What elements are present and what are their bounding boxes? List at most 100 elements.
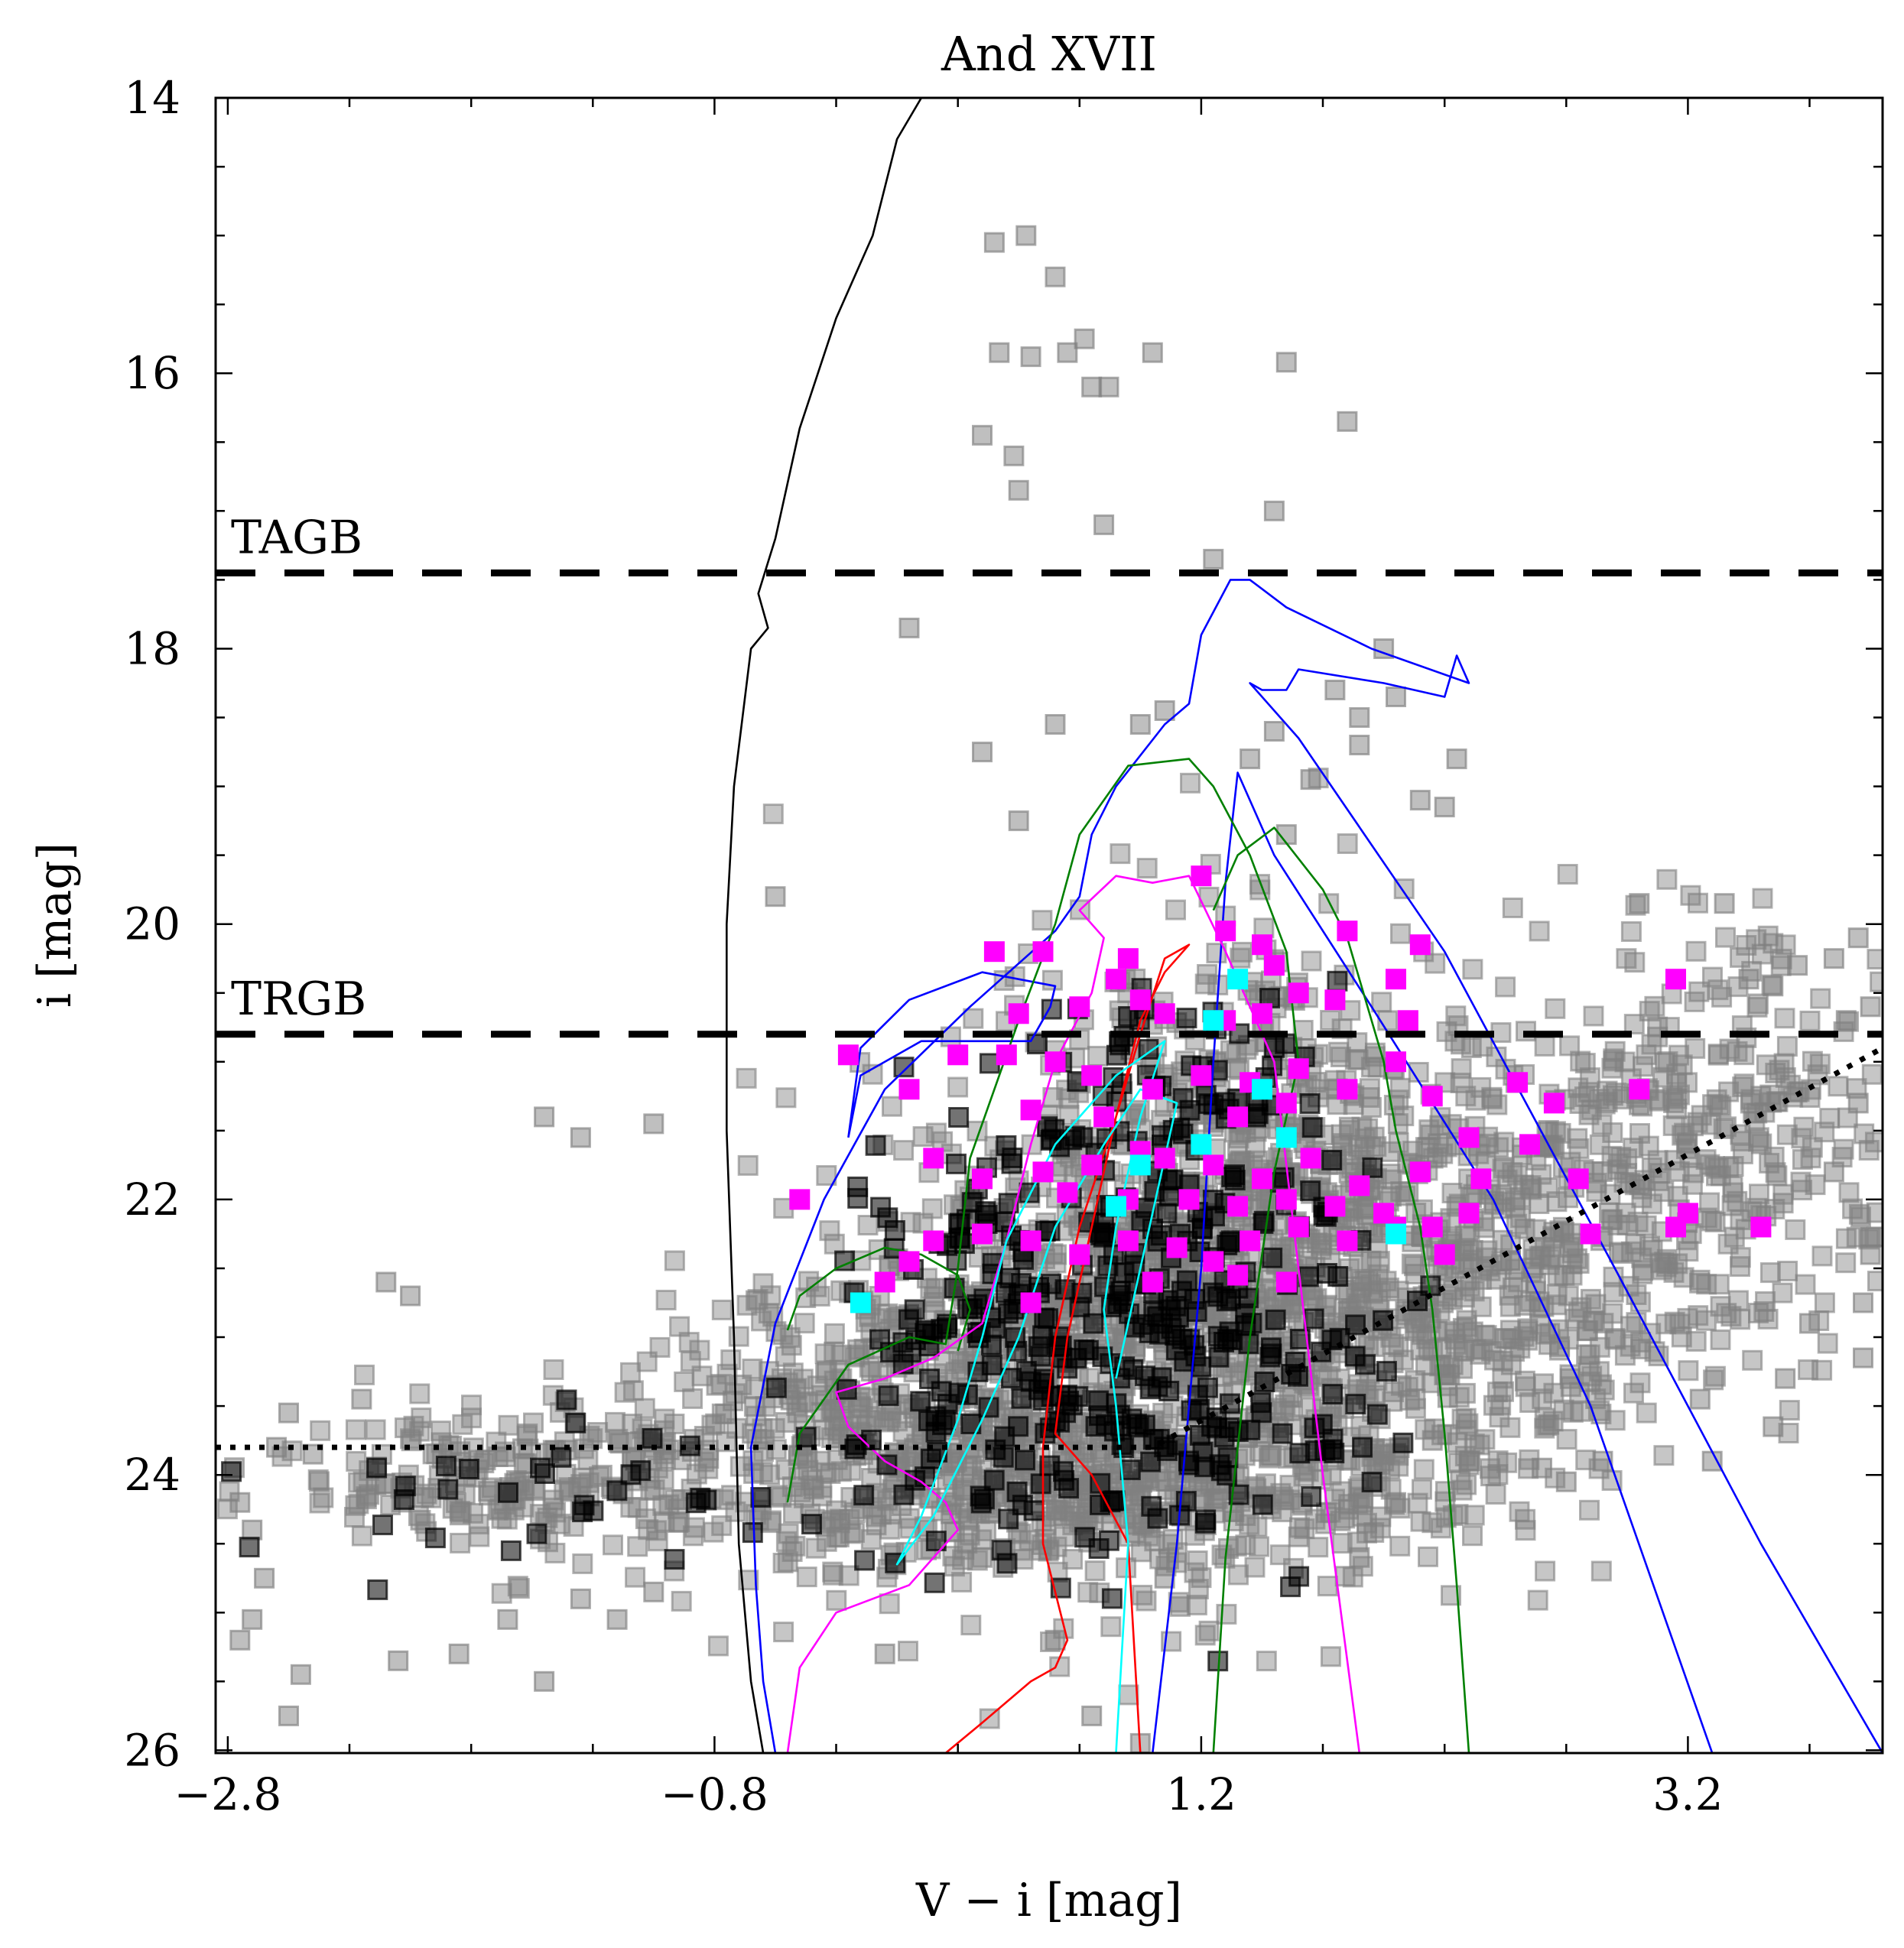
magenta-star-marker [1677, 1203, 1698, 1224]
field-star-marker [1715, 927, 1736, 948]
field-star-marker [1308, 1537, 1329, 1558]
field-star-marker [1093, 514, 1115, 535]
field-star-marker [351, 1388, 372, 1410]
field-star-marker [1456, 1474, 1477, 1495]
field-star-marker [1351, 1276, 1373, 1297]
field-star-marker [448, 1643, 470, 1664]
field-star-marker [859, 1356, 880, 1378]
field-star-marker [290, 1664, 311, 1685]
magenta-star-marker [972, 1168, 993, 1190]
field-star-marker [1800, 1148, 1821, 1169]
member-star-marker [1176, 1008, 1197, 1029]
field-star-marker [1785, 1219, 1806, 1240]
field-star-marker [1752, 888, 1773, 909]
member-star-marker [1197, 1377, 1218, 1398]
field-star-marker [822, 1564, 843, 1586]
field-star-marker [400, 1285, 421, 1307]
field-star-marker [1337, 411, 1358, 432]
field-star-marker [1490, 1022, 1512, 1044]
member-star-marker [1174, 1351, 1195, 1372]
field-star-marker [1531, 1245, 1552, 1267]
field-star-marker [1583, 1005, 1604, 1027]
magenta-star-marker [923, 1148, 944, 1169]
field-star-marker [1847, 927, 1869, 949]
field-star-marker [1129, 714, 1151, 735]
magenta-star-marker [1252, 1003, 1272, 1024]
magenta-star-marker [1093, 1106, 1115, 1128]
field-star-marker [1132, 1584, 1153, 1605]
member-star-marker [1303, 1308, 1324, 1330]
field-star-marker [879, 1518, 900, 1540]
field-star-marker [1799, 1313, 1820, 1334]
field-star-marker [967, 1120, 988, 1141]
member-star-marker [1097, 1255, 1119, 1277]
field-star-marker [1798, 1359, 1819, 1381]
field-star-marker [1454, 1287, 1475, 1308]
field-star-marker [1269, 1544, 1291, 1566]
cyan-star-marker [850, 1292, 871, 1313]
field-star-marker [1499, 1417, 1521, 1438]
member-star-marker [915, 1466, 936, 1488]
field-star-marker [1228, 1564, 1249, 1586]
member-star-marker [948, 1107, 970, 1128]
field-star-marker [1763, 976, 1784, 997]
magenta-star-marker [1275, 1189, 1297, 1210]
field-star-marker [625, 1567, 646, 1588]
field-star-marker [840, 1459, 862, 1481]
field-star-marker [1684, 991, 1705, 1012]
field-star-marker [1514, 1370, 1535, 1391]
field-star-marker [1854, 1123, 1875, 1144]
field-star-marker [1492, 1351, 1513, 1372]
magenta-star-marker [1020, 1292, 1041, 1313]
x-tick-label: 1.2 [1166, 1768, 1236, 1820]
field-star-marker [1165, 899, 1186, 920]
field-star-marker [893, 1140, 915, 1161]
field-star-marker [707, 1635, 729, 1657]
field-star-marker [1457, 1239, 1478, 1260]
field-star-marker [736, 1067, 757, 1089]
field-star-marker [1386, 687, 1406, 707]
member-star-marker [1049, 1411, 1071, 1433]
field-star-marker [1387, 1113, 1409, 1135]
field-star-marker [1003, 445, 1025, 466]
field-star-marker [1546, 1284, 1568, 1305]
member-star-marker [1011, 1273, 1032, 1294]
field-star-marker [1057, 342, 1078, 363]
field-star-marker [920, 1278, 941, 1300]
field-star-marker [972, 1547, 993, 1568]
field-star-marker [1579, 1499, 1600, 1521]
member-star-marker [1008, 1416, 1029, 1437]
field-star-marker [627, 1497, 648, 1518]
field-star-marker [1527, 1589, 1548, 1611]
field-star-marker [796, 1567, 817, 1588]
field-star-marker [1763, 1416, 1784, 1437]
field-star-marker [737, 1154, 759, 1176]
field-star-marker [450, 1502, 472, 1523]
field-star-marker [1032, 910, 1053, 931]
field-star-marker [765, 886, 786, 907]
field-star-marker [1031, 1540, 1052, 1561]
field-star-marker [1629, 893, 1650, 914]
magenta-star-marker [1629, 1079, 1650, 1100]
field-star-marker [1594, 1093, 1616, 1115]
member-star-marker [1322, 1384, 1344, 1405]
field-star-marker [1579, 1067, 1600, 1089]
field-star-marker [1451, 1058, 1472, 1080]
cyan-star-marker [1227, 969, 1249, 990]
magenta-star-marker [1227, 1265, 1249, 1286]
field-star-marker [1100, 1616, 1122, 1638]
member-star-marker [630, 1460, 651, 1482]
member-star-marker [565, 1412, 586, 1433]
field-star-marker [1347, 1049, 1369, 1070]
field-star-marker [589, 1466, 609, 1487]
field-star-marker [1553, 1399, 1574, 1420]
field-star-marker [1750, 1086, 1772, 1107]
field-star-marker [743, 1463, 765, 1484]
member-star-marker [1299, 1093, 1321, 1114]
y-axis-label: i [mag] [28, 843, 82, 1008]
magenta-star-marker [996, 1044, 1017, 1066]
magenta-star-marker [1580, 1223, 1601, 1245]
field-star-marker [461, 1407, 482, 1429]
member-star-marker [1101, 1588, 1123, 1609]
field-star-marker [649, 1336, 671, 1358]
